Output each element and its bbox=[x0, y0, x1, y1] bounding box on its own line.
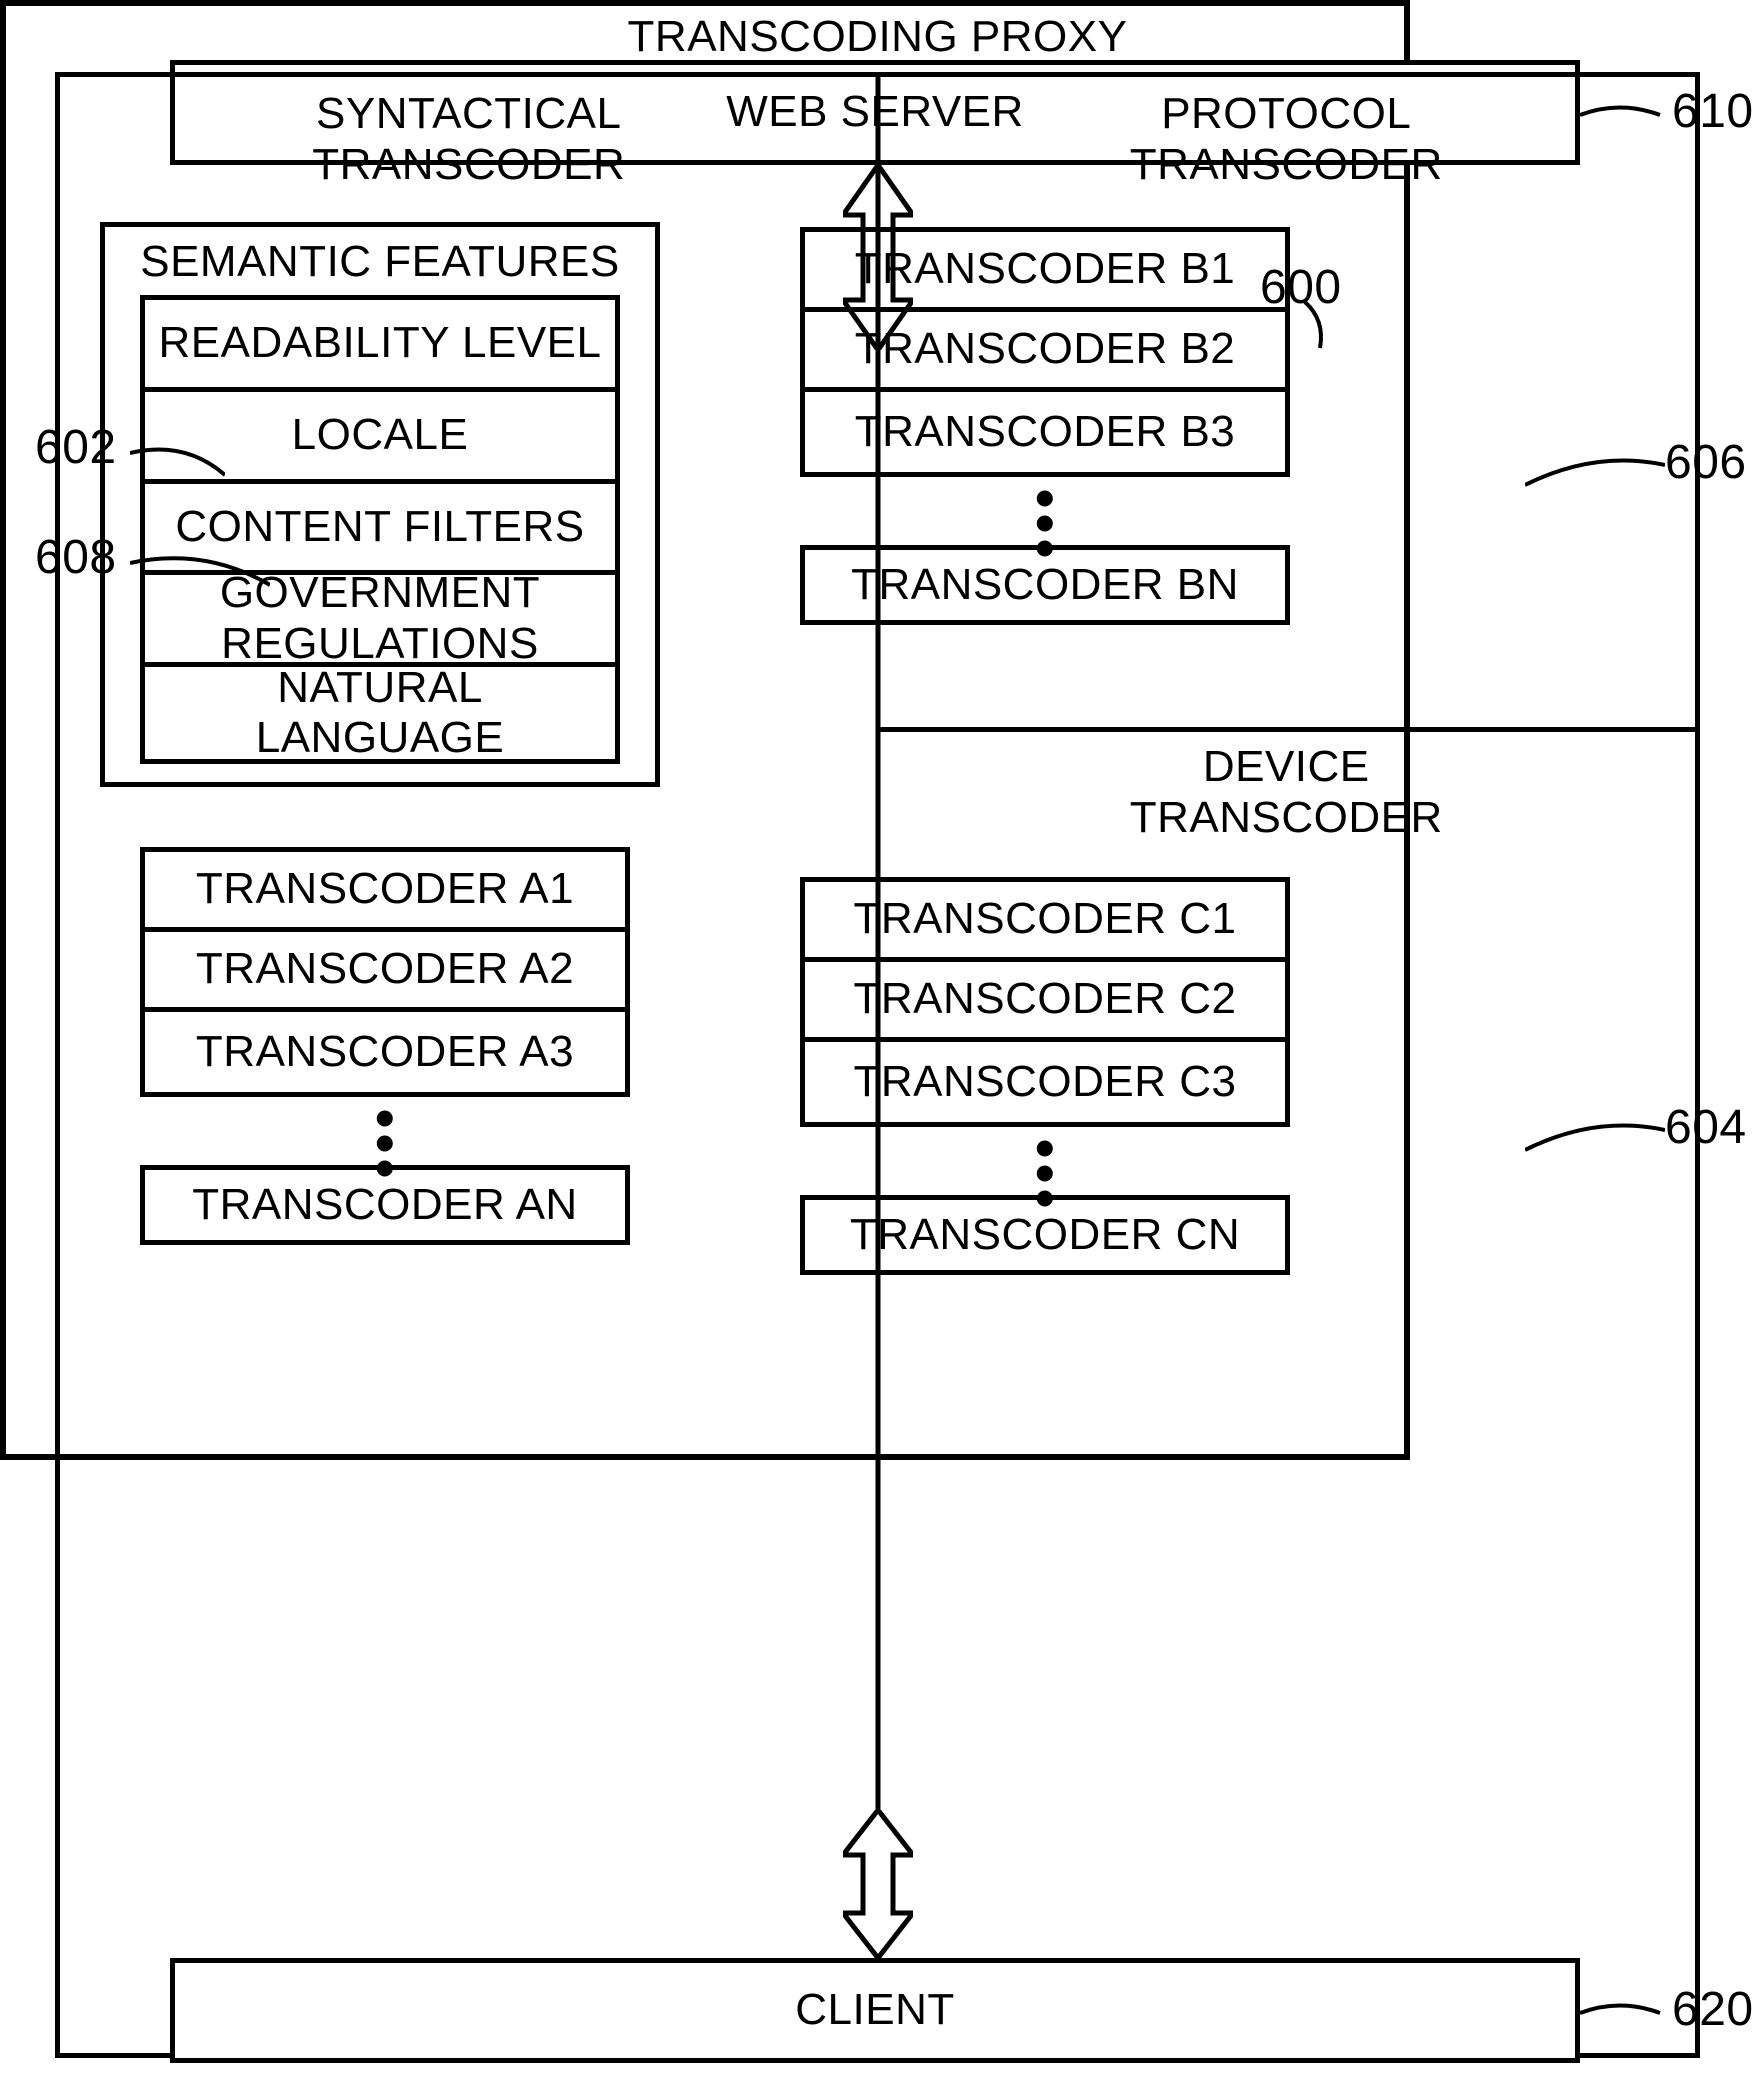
transcoder-b-label: TRANSCODER B1 bbox=[855, 244, 1236, 295]
semantic-features-block: SEMANTIC FEATURES READABILITY LEVEL LOCA… bbox=[100, 222, 660, 787]
proxy-inner-grid: SYNTACTICAL TRANSCODER SEMANTIC FEATURES… bbox=[55, 72, 1700, 2058]
transcoder-b-item: TRANSCODER B2 bbox=[805, 312, 1285, 392]
transcoder-a-label: TRANSCODER A3 bbox=[196, 1027, 574, 1078]
transcoder-b-label: TRANSCODER B3 bbox=[855, 407, 1236, 458]
transcoder-a-item: TRANSCODER A2 bbox=[145, 932, 625, 1012]
protocol-transcoder-title-wrap: PROTOCOL TRANSCODER bbox=[878, 89, 1696, 190]
client-label: CLIENT bbox=[795, 1985, 954, 2036]
leader-606 bbox=[1525, 455, 1665, 495]
transcoder-b-label: TRANSCODER B2 bbox=[855, 324, 1236, 375]
leader-602 bbox=[130, 445, 225, 485]
transcoder-c-label: TRANSCODER C2 bbox=[854, 974, 1237, 1025]
ref-602: 602 bbox=[35, 420, 117, 475]
leader-604 bbox=[1525, 1120, 1665, 1160]
ref-604: 604 bbox=[1665, 1100, 1747, 1155]
ref-620: 620 bbox=[1672, 1982, 1754, 2037]
semantic-item-label: CONTENT FILTERS bbox=[175, 502, 584, 553]
transcoder-c-item: TRANSCODER C1 bbox=[805, 882, 1285, 962]
transcoder-b-item: TRANSCODER B3 bbox=[805, 392, 1285, 472]
transcoder-a-last-label: TRANSCODER AN bbox=[192, 1180, 577, 1231]
leader-608 bbox=[130, 555, 270, 595]
transcoding-proxy-block: TRANSCODING PROXY SYNTACTICAL TRANSCODER… bbox=[0, 0, 1410, 1460]
transcoder-c-item: TRANSCODER C2 bbox=[805, 962, 1285, 1042]
transcoder-b-last: TRANSCODER BN bbox=[800, 545, 1290, 625]
transcoder-a-label: TRANSCODER A2 bbox=[196, 944, 574, 995]
semantic-features-stack: READABILITY LEVEL LOCALE CONTENT FILTERS… bbox=[140, 295, 620, 764]
transcoder-a-label: TRANSCODER A1 bbox=[196, 864, 574, 915]
semantic-item-label: NATURAL LANGUAGE bbox=[149, 663, 611, 764]
transcoder-a-item: TRANSCODER A1 bbox=[145, 852, 625, 932]
transcoder-c-label: TRANSCODER C3 bbox=[854, 1057, 1237, 1108]
arrow-proxy-client bbox=[843, 1810, 913, 1958]
semantic-item: NATURAL LANGUAGE bbox=[145, 667, 615, 759]
client-block: CLIENT bbox=[170, 1958, 1580, 2063]
transcoder-c-item: TRANSCODER C3 bbox=[805, 1042, 1285, 1122]
semantic-item-label: LOCALE bbox=[292, 410, 469, 461]
protocol-transcoder-title: PROTOCOL TRANSCODER bbox=[1130, 89, 1443, 189]
transcoder-c-stack: TRANSCODER C1 TRANSCODER C2 TRANSCODER C… bbox=[800, 877, 1290, 1127]
ref-606: 606 bbox=[1665, 435, 1747, 490]
leader-620 bbox=[1580, 1998, 1670, 2028]
transcoder-c-last: TRANSCODER CN bbox=[800, 1195, 1290, 1275]
ref-608: 608 bbox=[35, 530, 117, 585]
transcoder-c-label: TRANSCODER C1 bbox=[854, 894, 1237, 945]
transcoder-b-item: TRANSCODER B1 bbox=[805, 232, 1285, 312]
syntactical-transcoder-title: SYNTACTICAL TRANSCODER bbox=[312, 89, 625, 189]
transcoder-b-stack: TRANSCODER B1 TRANSCODER B2 TRANSCODER B… bbox=[800, 227, 1290, 477]
transcoder-a-item: TRANSCODER A3 bbox=[145, 1012, 625, 1092]
device-transcoder-title-wrap: DEVICE TRANSCODER bbox=[878, 742, 1696, 843]
semantic-features-title: SEMANTIC FEATURES bbox=[105, 237, 655, 288]
device-transcoder-title: DEVICE TRANSCODER bbox=[1130, 742, 1443, 842]
semantic-item-label: READABILITY LEVEL bbox=[159, 318, 602, 369]
horizontal-divider bbox=[878, 727, 1696, 732]
transcoder-b-last-label: TRANSCODER BN bbox=[851, 560, 1239, 611]
transcoder-a-last: TRANSCODER AN bbox=[140, 1165, 630, 1245]
syntactical-transcoder-title-wrap: SYNTACTICAL TRANSCODER bbox=[60, 89, 878, 190]
semantic-item: READABILITY LEVEL bbox=[145, 300, 615, 392]
proxy-title: TRANSCODING PROXY bbox=[0, 12, 1755, 63]
transcoder-a-stack: TRANSCODER A1 TRANSCODER A2 TRANSCODER A… bbox=[140, 847, 630, 1097]
transcoder-c-last-label: TRANSCODER CN bbox=[850, 1210, 1240, 1261]
